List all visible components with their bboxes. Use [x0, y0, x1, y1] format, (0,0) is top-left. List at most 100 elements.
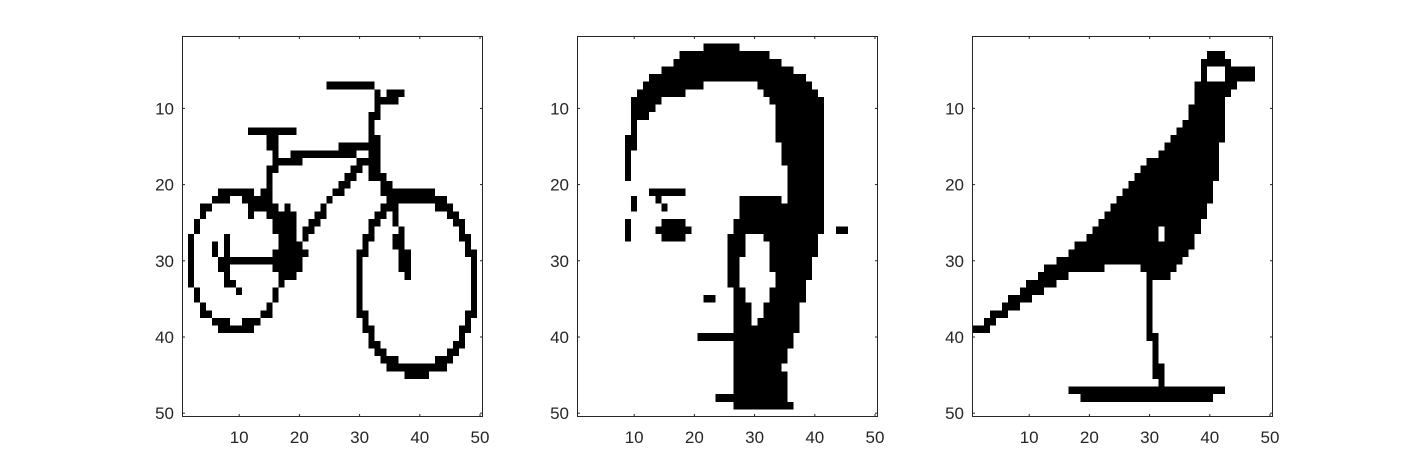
pixel-row	[266, 173, 387, 181]
pixel-row	[733, 378, 788, 387]
pixel-row	[733, 401, 794, 410]
y-tick-label: 40	[550, 328, 569, 347]
plot-area	[577, 36, 878, 417]
pixel-row	[188, 264, 477, 273]
pixel-row	[727, 256, 812, 265]
pixel-row	[188, 256, 477, 265]
y-tick-label: 20	[550, 176, 569, 195]
pixel-row	[1194, 89, 1231, 97]
x-tick-label: 40	[805, 428, 824, 447]
pixel-row	[1020, 287, 1153, 296]
x-tick-label: 20	[685, 428, 704, 447]
pixel-row	[625, 234, 818, 242]
pixel-row	[200, 211, 459, 219]
subplot-face: 10 20 30 40 50 10 20 30 40 50	[550, 36, 884, 447]
pixel-row	[1206, 51, 1225, 59]
pixel-row	[1152, 340, 1159, 349]
pixel-row	[679, 51, 770, 59]
pixel-row	[703, 43, 740, 52]
x-tick-label: 30	[350, 428, 369, 447]
pixel-row	[374, 89, 405, 97]
pixel-row	[631, 203, 824, 212]
pixel-row	[218, 325, 471, 334]
pixel-row	[374, 96, 399, 105]
pixel-row	[673, 58, 782, 67]
pixel-row	[1104, 211, 1207, 219]
pixel-row	[1152, 356, 1159, 364]
pixel-row	[374, 348, 459, 357]
pixel-row	[1068, 386, 1225, 395]
pixel-row	[218, 188, 435, 197]
axes-box	[972, 36, 1273, 417]
plot-area	[182, 36, 483, 417]
y-tick-label: 10	[550, 99, 569, 118]
axes-layer: 10 20 30 40 50 10 20 30 40 50 10 20 30 40 50 10 20 30 40 50…	[155, 36, 1279, 447]
pixel-row	[631, 96, 824, 105]
pixel-row	[1080, 394, 1213, 402]
x-tick-label: 50	[866, 428, 885, 447]
pixel-row	[625, 226, 848, 235]
pixel-row	[1116, 196, 1213, 204]
y-tick-label: 20	[155, 176, 174, 195]
pixel-row	[631, 104, 824, 113]
x-tick-label: 10	[1020, 428, 1039, 447]
pixel-row	[212, 196, 447, 204]
pixel-row	[1122, 188, 1213, 197]
pixel-row	[200, 310, 477, 318]
pixel-row	[625, 173, 824, 181]
axes-box	[577, 36, 878, 417]
pixel-row	[715, 394, 788, 402]
pixel-row	[1146, 157, 1219, 166]
y-tick-label: 30	[550, 252, 569, 271]
pixel-row	[625, 157, 824, 166]
pixel-row	[248, 127, 375, 136]
image-face	[625, 43, 848, 410]
pixel-row	[649, 188, 824, 197]
pixel-row	[194, 218, 465, 227]
pixel-row	[727, 249, 818, 257]
pixel-row	[787, 180, 824, 189]
pixel-row	[200, 203, 453, 212]
x-tick-label: 50	[1261, 428, 1280, 447]
pixel-row	[733, 325, 800, 334]
x-tick-label: 10	[230, 428, 249, 447]
pixel-row	[631, 112, 824, 120]
pixel-row	[697, 333, 794, 341]
pixel-row	[380, 356, 453, 364]
pixel-row	[1074, 241, 1195, 250]
pixel-row	[1188, 112, 1225, 120]
pixel-row	[272, 157, 381, 166]
pixel-row	[1098, 218, 1201, 227]
y-tick-label: 50	[155, 404, 174, 423]
pixel-row	[631, 127, 824, 136]
pixel-row	[200, 302, 477, 311]
y-tick-label: 50	[550, 404, 569, 423]
pixel-row	[1044, 264, 1177, 273]
y-tick-label: 30	[945, 252, 964, 271]
pixel-row	[1092, 226, 1201, 235]
y-tick-label: 10	[155, 99, 174, 118]
pixel-row	[1152, 348, 1159, 357]
pixel-row	[625, 142, 824, 151]
subplot-bicycle: 10 20 30 40 50 10 20 30 40 50	[155, 36, 489, 447]
pixel-row	[739, 211, 824, 219]
x-tick-label: 30	[745, 428, 764, 447]
x-tick-label: 40	[1200, 428, 1219, 447]
pixel-row	[1152, 371, 1165, 379]
pixel-row	[1164, 142, 1219, 151]
pixel-row	[972, 325, 1153, 334]
pixel-row	[649, 74, 806, 82]
pixel-row	[188, 234, 471, 242]
pixel-row	[733, 363, 782, 372]
pixel-row	[1200, 74, 1255, 82]
pixel-row	[1110, 203, 1207, 212]
pixel-row	[266, 165, 381, 174]
y-tick-label: 30	[155, 252, 174, 271]
pixel-row	[1008, 295, 1153, 303]
y-tick-label: 40	[155, 328, 174, 347]
pixel-row	[733, 317, 800, 326]
pixel-row	[727, 279, 806, 288]
pixel-row	[727, 241, 818, 250]
pixel-row	[733, 386, 788, 395]
